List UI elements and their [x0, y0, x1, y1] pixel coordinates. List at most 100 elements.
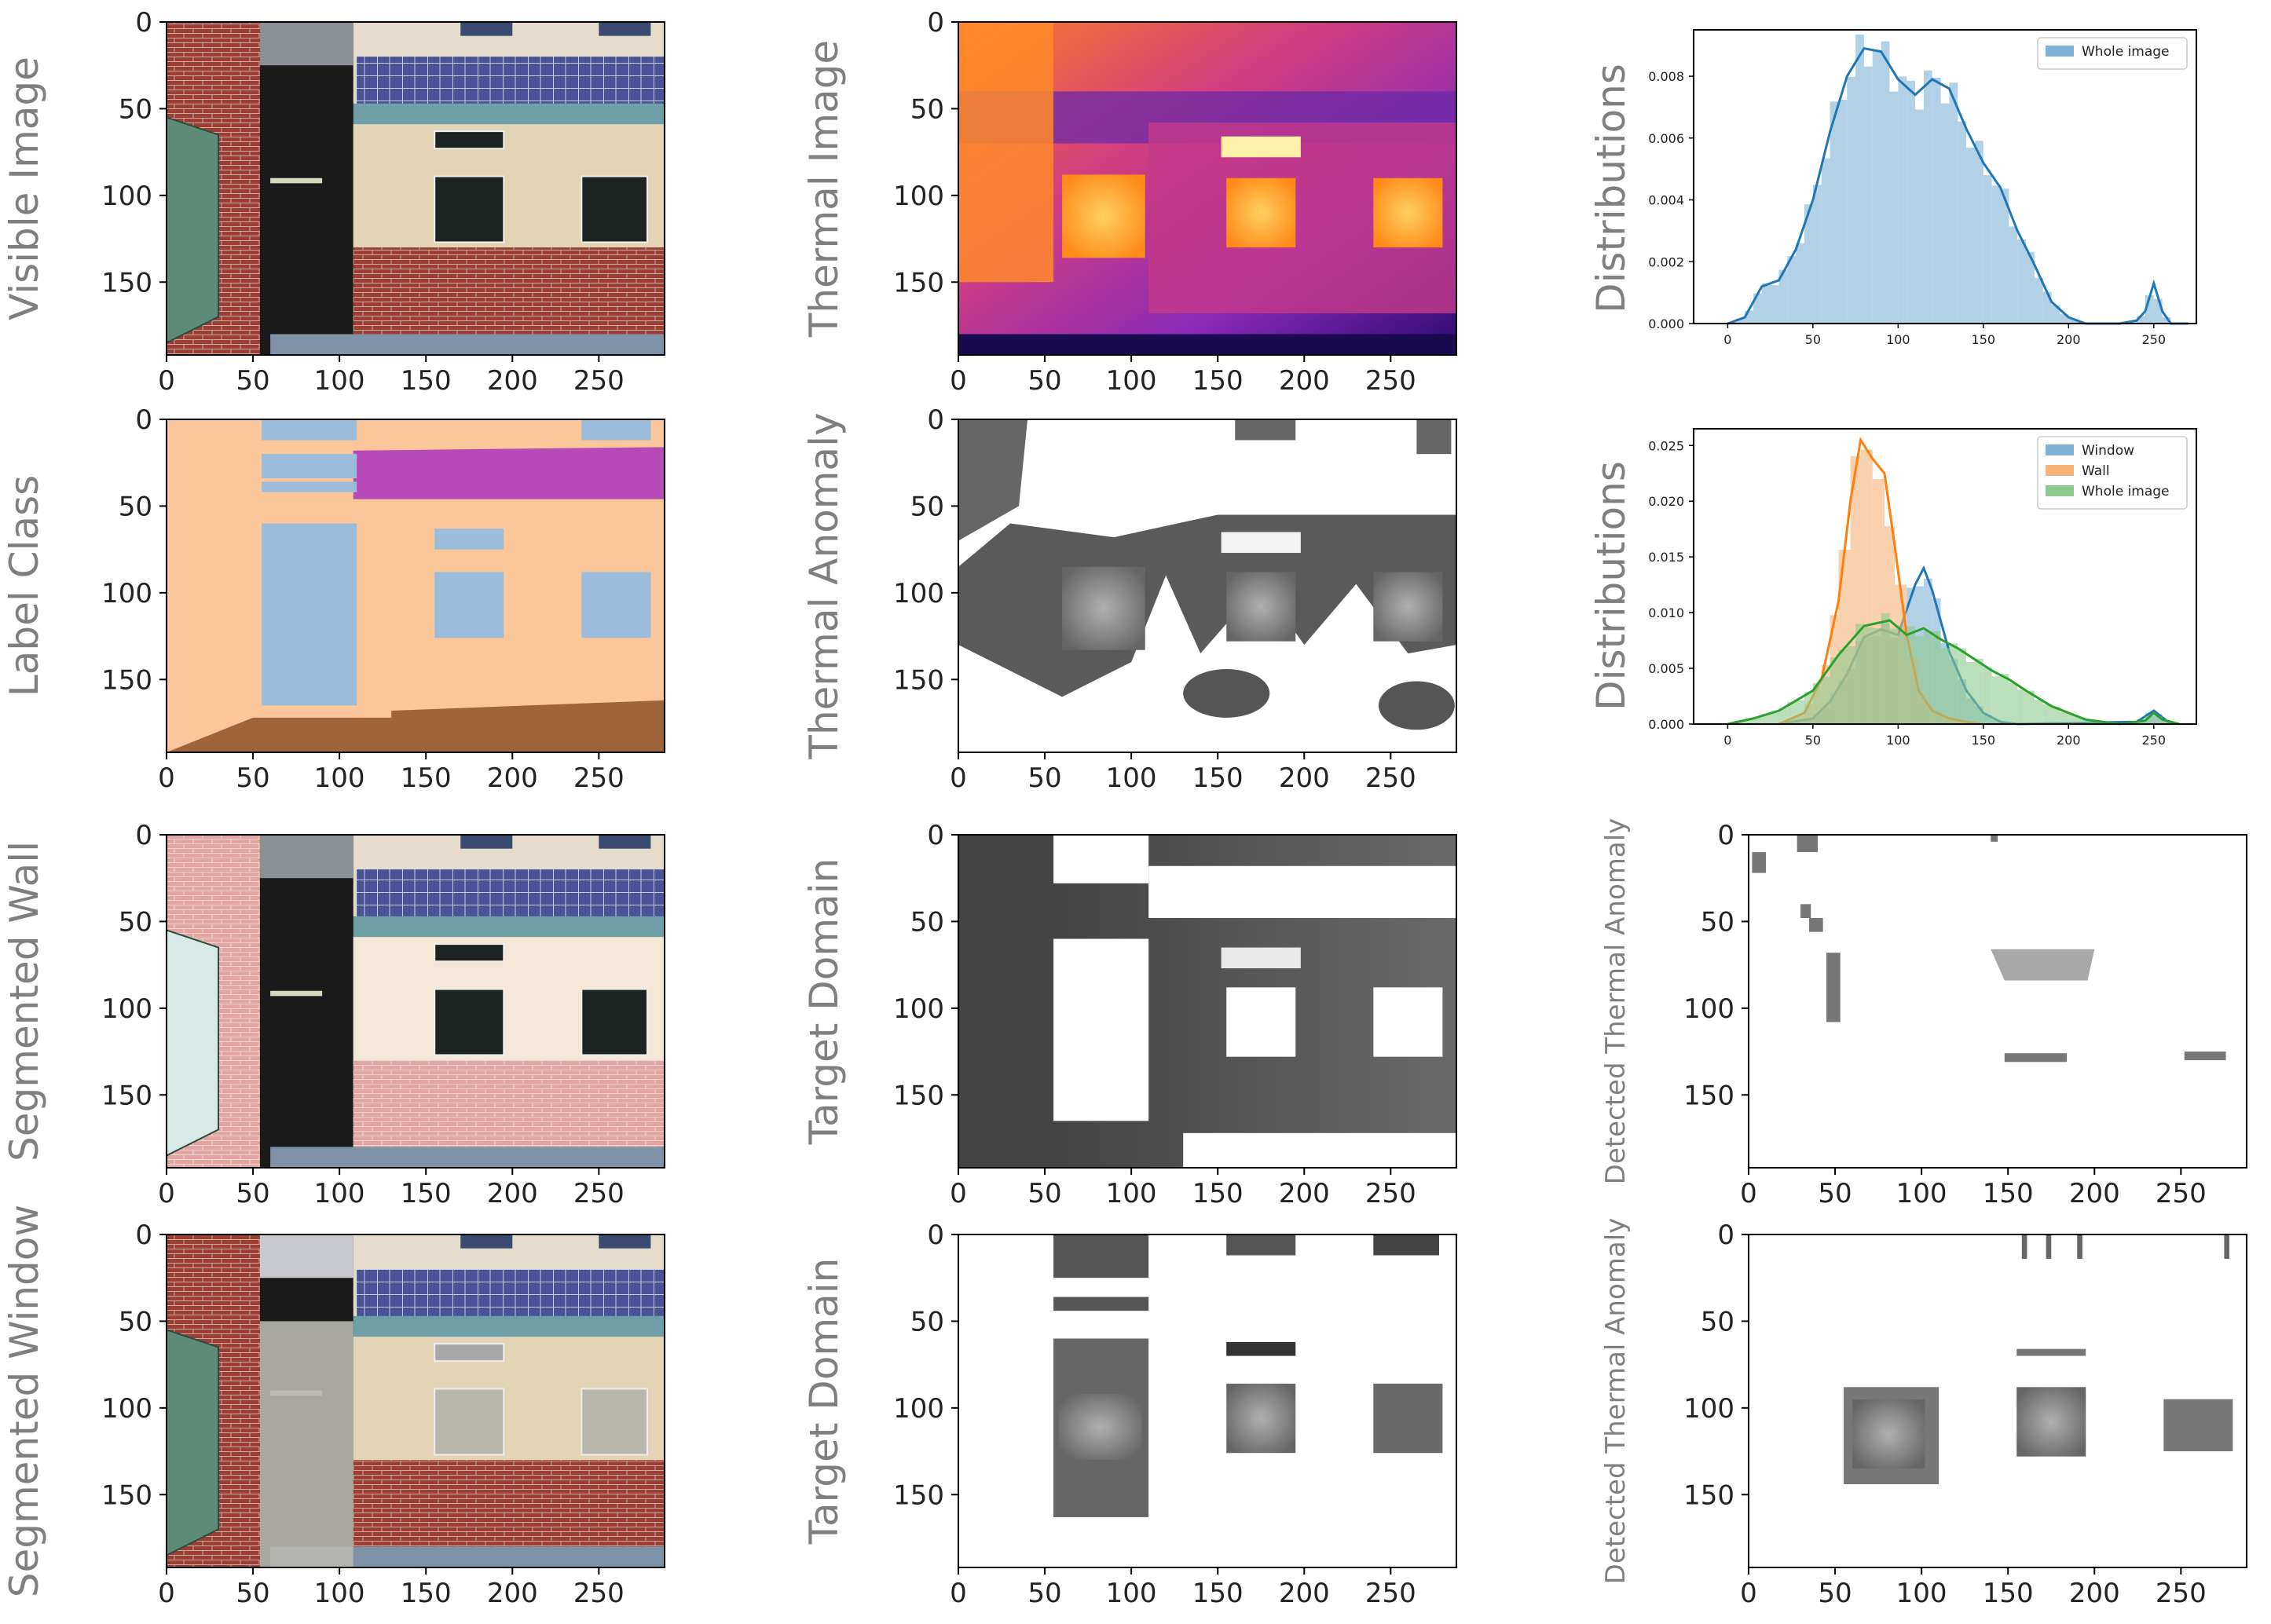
chart-frame [1693, 428, 2197, 725]
x-tick-label: 200 [1279, 1178, 1330, 1209]
y-tick-label: 0 [135, 7, 152, 38]
kde-line [1727, 46, 2189, 325]
x-tick-label: 100 [1106, 365, 1157, 397]
y-tick-label: 0 [1717, 820, 1734, 851]
x-tick-label: 250 [1365, 763, 1416, 794]
y-tick-label: 150 [1683, 1080, 1734, 1111]
hist-bar [1855, 624, 1864, 724]
y-tick-label: 100 [101, 993, 152, 1025]
target-domain-window-panel: 0 50 100 150 200 250 0 50 100 150 [893, 1220, 1457, 1609]
hist-bar [1940, 103, 1950, 324]
segmented-wall-panel: 0 50 100 150 200 250 0 50 100 150 [101, 820, 665, 1209]
x-tick-label: 100 [314, 365, 365, 397]
window [434, 130, 505, 150]
door-light [270, 990, 323, 997]
hist-bar [1863, 627, 1873, 724]
x-tick-label: 150 [401, 763, 452, 794]
hist-bar [1872, 50, 1881, 324]
window [434, 1343, 505, 1362]
y-tick-label: 0 [927, 1220, 944, 1251]
thermal-window [1226, 177, 1296, 248]
x-tick-label: 200 [2057, 332, 2081, 347]
legend: Window Wall Whole image [2037, 436, 2188, 510]
row-label: Thermal Anomaly [801, 412, 847, 759]
hist-bar [1983, 175, 1992, 324]
hist-bar [1991, 676, 2001, 724]
legend-label: Whole image [2082, 484, 2170, 499]
hist-bar [1932, 631, 1941, 724]
hist-bar [1736, 721, 1745, 724]
hist-bar [1753, 293, 1762, 324]
y-tick-label: 0.008 [1648, 69, 1684, 84]
top-window [599, 1234, 651, 1249]
x-tick-label: 50 [1818, 1178, 1852, 1209]
x-tick-label: 50 [1805, 733, 1821, 748]
hist-bar [1863, 66, 1873, 324]
y-tick-label: 150 [101, 1480, 152, 1511]
x-tick-label: 200 [1279, 365, 1330, 397]
thermal-anomaly-panel: 0 50 100 150 200 250 0 50 100 150 [893, 404, 1457, 794]
row-label: Thermal Image [801, 40, 847, 338]
row-label: Distributions [1588, 461, 1634, 711]
y-tick-label: 0.020 [1648, 494, 1684, 509]
hist-bar [1812, 682, 1822, 724]
hist-bar [2085, 720, 2094, 724]
anomaly-blob [1183, 669, 1270, 718]
thermal-window [1373, 177, 1443, 248]
hist-bar [2077, 717, 2086, 724]
x-tick-label: 0 [158, 763, 175, 794]
y-tick-label: 0.002 [1648, 254, 1684, 269]
x-tick-label: 0 [158, 1578, 175, 1609]
hist-bar [2060, 314, 2069, 324]
hist-bar [1838, 649, 1848, 724]
solar-panel [357, 1269, 665, 1318]
image-content [1749, 1234, 2247, 1567]
y-tick-label: 0 [135, 1220, 152, 1251]
image-content [958, 1234, 1456, 1567]
hist-bar [1796, 700, 1805, 724]
image-content [167, 419, 665, 752]
door-column [259, 835, 353, 1168]
row1-distributions: 0 50 100 150 200 250 0.000 0.002 0.004 0.006 0.008… [1648, 29, 2197, 347]
x-tick-label: 150 [1983, 1578, 2034, 1609]
x-tick-label: 200 [1279, 763, 1330, 794]
x-tick-label: 150 [401, 1178, 452, 1209]
detected-region [1800, 904, 1811, 918]
hist-bar [1821, 676, 1830, 724]
hist-bar [1889, 91, 1899, 324]
x-tick-label: 200 [2069, 1578, 2120, 1609]
gray-hotspot [1221, 947, 1301, 969]
detected-region [1991, 835, 1998, 842]
hist-bar [1812, 185, 1822, 324]
detected-region [1797, 835, 1819, 853]
y-tick-label: 0.000 [1648, 316, 1684, 331]
y-tick-label: 100 [893, 181, 944, 212]
hist-bar [1770, 712, 1779, 724]
y-tick-label: 0 [135, 404, 152, 436]
x-tick-label: 100 [314, 763, 365, 794]
class-ground [167, 700, 665, 752]
hist-bar [2009, 682, 2018, 724]
gray-window [1053, 1297, 1149, 1311]
hist-bar [2026, 251, 2035, 324]
y-tick-label: 50 [1701, 1306, 1734, 1337]
row-label: Detected Thermal Anomaly [1600, 818, 1632, 1185]
hist-bar [1898, 76, 1907, 324]
legend-swatch [2046, 485, 2074, 496]
y-tick-label: 0.010 [1648, 605, 1684, 620]
y-tick-label: 100 [101, 1393, 152, 1425]
x-tick-label: 250 [1365, 1178, 1416, 1209]
ground-ledge [270, 334, 665, 355]
x-tick-label: 250 [2156, 1178, 2207, 1209]
y-tick-label: 100 [1683, 1393, 1734, 1425]
hist-bar [1932, 77, 1941, 324]
hist-bar [2051, 706, 2060, 724]
class-window [434, 529, 504, 550]
class-window [581, 572, 651, 638]
axes-frame [166, 834, 665, 1169]
detected-anomaly-wall-panel: 0 50 100 150 200 250 0 50 100 150 [1683, 820, 2247, 1209]
white-cut [1053, 938, 1149, 1121]
y-tick-label: 50 [119, 491, 152, 522]
hist-bar [1974, 658, 1983, 724]
hist-bar [1855, 35, 1864, 324]
